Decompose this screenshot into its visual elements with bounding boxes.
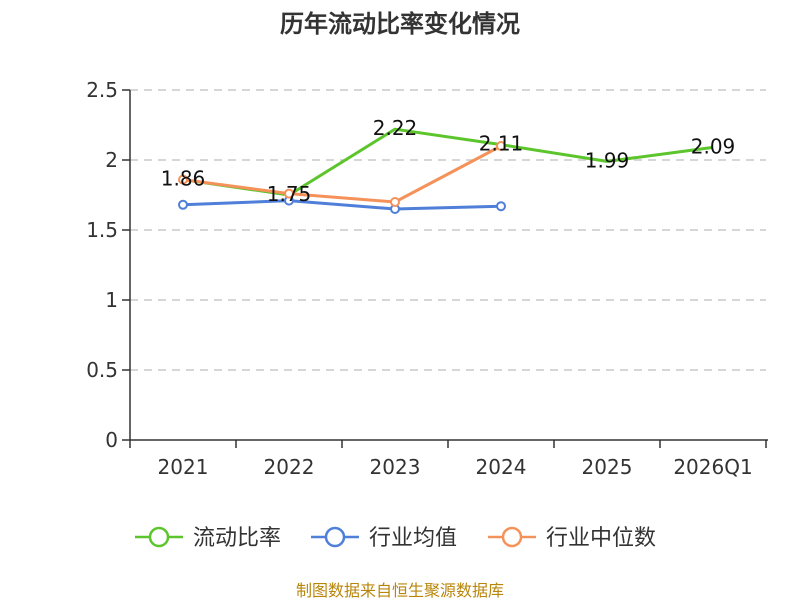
series-2-point-1[interactable]	[284, 188, 294, 199]
axes: 0 0.5 1 1.5 2 2.5 2021 2022 2023 2024 2025 2026Q1	[86, 78, 768, 479]
series-line-1	[182, 199, 502, 211]
series-line-2	[182, 144, 502, 204]
data-label-5: 2.09	[691, 134, 736, 158]
legend-item-1[interactable]: 行业均值	[311, 526, 457, 551]
chart-title: 历年流动比率变化情况	[280, 10, 520, 38]
data-label-3: 2.11	[479, 132, 524, 156]
series-2-point-2[interactable]	[390, 197, 400, 207]
x-tick-label-1: 2022	[264, 455, 315, 479]
source-note: 制图数据来自恒生聚源数据库	[296, 581, 504, 600]
data-label-4: 1.99	[585, 148, 630, 172]
x-tick-label-3: 2024	[476, 455, 527, 479]
x-tick-label-0: 2021	[158, 455, 209, 479]
series-1-point-0[interactable]	[178, 199, 188, 210]
legend[interactable]: 流动比率 行业均值 行业中位数	[135, 526, 656, 551]
legend-swatch-marker-2	[501, 526, 523, 548]
legend-swatch-marker-0	[148, 526, 170, 548]
data-label-2: 2.22	[373, 116, 418, 140]
x-tick-label-5: 2026Q1	[673, 455, 752, 479]
x-tick-label-4: 2025	[582, 455, 633, 479]
y-tick-label-3: 1.5	[86, 218, 118, 242]
y-tick-label-4: 2	[105, 148, 118, 172]
series-2-point-0[interactable]	[178, 174, 188, 185]
legend-item-2[interactable]: 行业中位数	[488, 526, 656, 551]
legend-label-2: 行业中位数	[546, 526, 656, 551]
x-tick-label-2: 2023	[370, 455, 421, 479]
legend-swatch-marker-1	[324, 526, 346, 548]
legend-item-0[interactable]: 流动比率	[135, 526, 281, 551]
legend-label-1: 行业均值	[369, 526, 457, 551]
series-2-point-3[interactable]	[496, 141, 506, 151]
legend-label-0: 流动比率	[193, 526, 281, 551]
data-labels: 1.86 1.75 2.22 2.11 1.99 2.09	[161, 116, 736, 206]
y-tick-label-1: 0.5	[86, 358, 118, 382]
data-label-1: 1.75	[267, 182, 312, 206]
y-tick-label-0: 0	[105, 428, 118, 452]
y-tick-label-5: 2.5	[86, 78, 118, 102]
grid-lines	[130, 89, 766, 371]
series-layer	[178, 127, 714, 214]
series-line-0	[182, 127, 714, 197]
y-tick-label-2: 1	[105, 288, 118, 312]
series-1-point-3[interactable]	[496, 201, 506, 212]
data-label-0: 1.86	[161, 167, 206, 191]
